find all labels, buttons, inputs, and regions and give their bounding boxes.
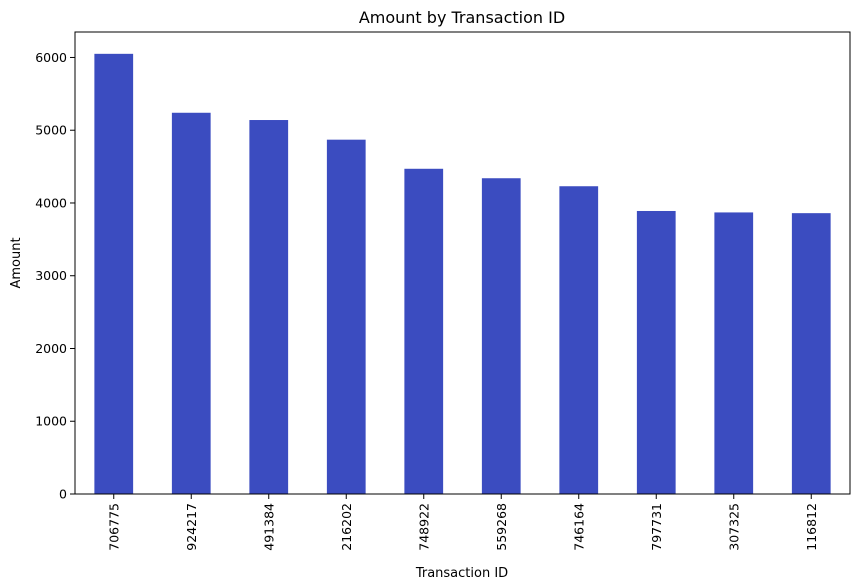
x-tick-label: 797731 (649, 503, 664, 551)
bar-748922 (404, 168, 444, 494)
x-tick-label: 491384 (261, 503, 276, 551)
x-tick-label: 706775 (106, 503, 121, 551)
x-tick-label: 746164 (571, 503, 586, 551)
x-tick-label: 116812 (804, 503, 819, 551)
y-tick-label: 4000 (35, 195, 67, 210)
bar-797731 (636, 210, 676, 495)
y-tick-label: 3000 (35, 268, 67, 283)
bar-491384 (249, 120, 289, 494)
bar-216202 (326, 139, 366, 494)
x-tick-label: 307325 (726, 503, 741, 551)
bar-924217 (171, 112, 211, 494)
bar-706775 (94, 53, 134, 494)
bars-group (94, 53, 831, 495)
x-tick-label: 559268 (494, 503, 509, 551)
bar-746164 (559, 186, 599, 495)
bar-307325 (714, 212, 754, 494)
bar-559268 (481, 178, 521, 495)
x-axis-label: Transaction ID (415, 566, 508, 581)
chart-title: Amount by Transaction ID (359, 8, 565, 27)
x-tick-label: 216202 (339, 503, 354, 551)
plot-frame (74, 31, 851, 495)
y-tick-label: 0 (59, 487, 67, 502)
y-tick-label: 1000 (35, 414, 67, 429)
bar-116812 (791, 213, 831, 494)
y-tick-label: 2000 (35, 341, 67, 356)
x-tick-label: 924217 (184, 503, 199, 551)
y-axis-label: Amount (9, 237, 24, 288)
x-axis-ticks: 706775 924217 491384 216202 748922 559268 7461… (106, 494, 819, 551)
y-tick-label: 5000 (35, 123, 67, 138)
y-axis-ticks: 0 1000 2000 3000 4000 5000 6000 (35, 50, 75, 502)
y-tick-label: 6000 (35, 50, 67, 65)
x-tick-label: 748922 (416, 503, 431, 551)
